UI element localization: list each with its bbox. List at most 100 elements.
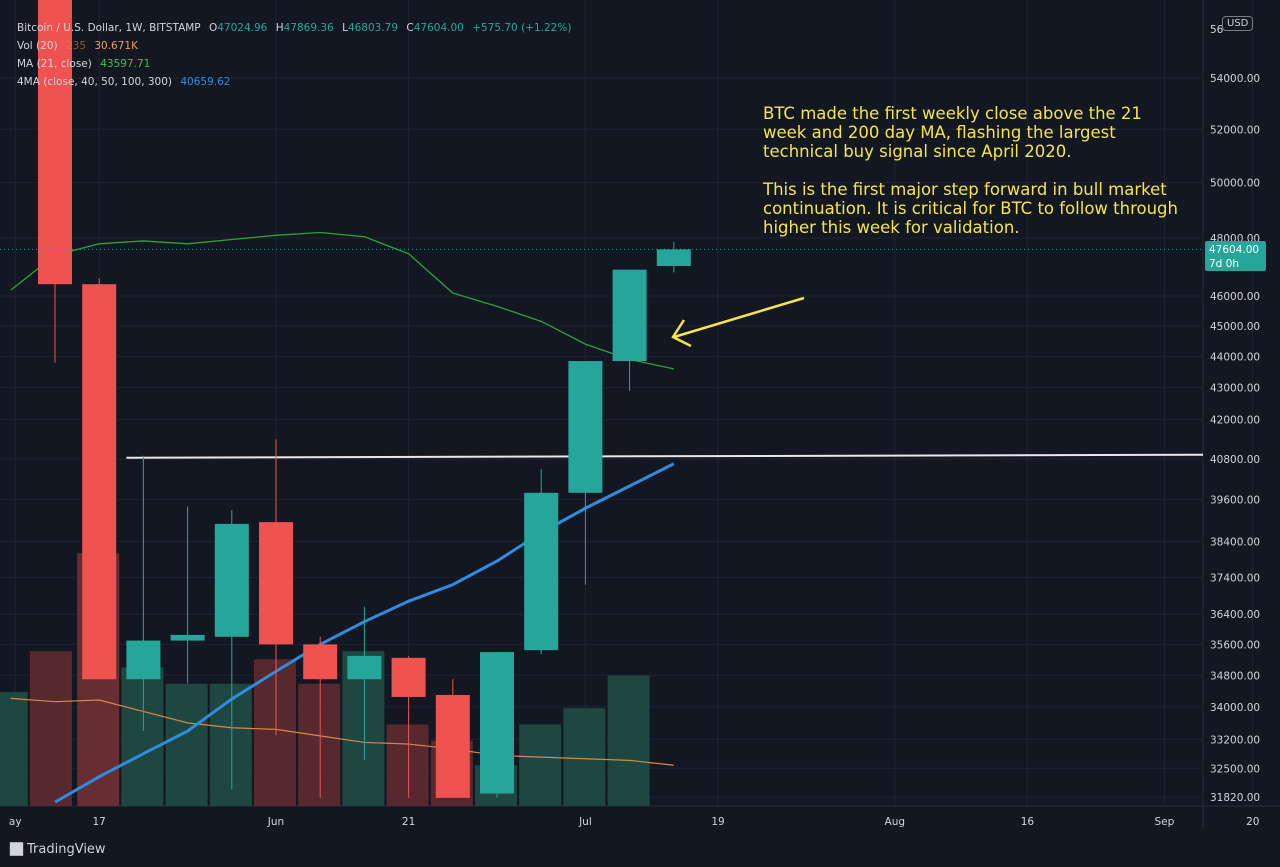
candle-body xyxy=(524,492,559,651)
x-tick-label: 20 xyxy=(1246,816,1259,828)
legend-l-value: 46803.79 xyxy=(347,22,399,34)
y-tick-label: 42000.00 xyxy=(1210,415,1260,427)
volume-bar xyxy=(165,683,208,806)
ma21-line xyxy=(10,231,674,370)
x-tick-label: Jun xyxy=(267,816,284,828)
legend-o-value: 47024.96 xyxy=(217,22,268,34)
volume-bar xyxy=(298,683,341,806)
x-tick-label: Sep xyxy=(1155,816,1175,828)
y-tick-label: 34000.00 xyxy=(1210,702,1260,714)
legend-h-value: 47869.36 xyxy=(283,22,334,34)
legend-symbol[interactable]: Bitcoin / U.S. Dollar, 1W, BITSTAMP xyxy=(17,22,201,34)
legend-l-label: L xyxy=(342,22,348,34)
candle-body xyxy=(170,634,205,641)
annotation-text: BTC made the first weekly close above th… xyxy=(763,104,1183,256)
y-tick-label: 34800.00 xyxy=(1210,670,1260,682)
legend-h-label: H xyxy=(275,22,284,34)
time-axis[interactable]: ay17Jun21Jul19Aug16Sep20Oct18Nov xyxy=(9,816,1280,828)
y-tick-label: 54000.00 xyxy=(1210,73,1260,85)
candle-body xyxy=(347,655,382,680)
footer-bar xyxy=(0,830,1280,867)
legend-o-label: O xyxy=(209,22,218,34)
resistance-line xyxy=(126,453,1204,459)
annotation-paragraph-2: This is the first major step forward in … xyxy=(763,180,1178,237)
y-tick-label: 50000.00 xyxy=(1210,178,1260,190)
volume-bar xyxy=(209,683,252,806)
tradingview-logo-icon: ⬛︎ xyxy=(10,842,24,857)
volume-ma-path xyxy=(10,697,674,766)
legend-4ma-row: 4MA (close, 40, 50, 100, 300) 40659.62 xyxy=(17,73,576,91)
annotation-paragraph-1: BTC made the first weekly close above th… xyxy=(763,104,1142,161)
candle-body xyxy=(38,0,72,285)
volume-bar xyxy=(386,724,429,806)
x-tick-label: Jul xyxy=(578,816,592,828)
legend-vol-label[interactable]: Vol (20) xyxy=(17,40,58,52)
volume-ma-line xyxy=(10,697,674,766)
currency-button[interactable]: USD xyxy=(1222,16,1254,31)
legend-ma-value: 43597.71 xyxy=(100,58,151,70)
volume-bar xyxy=(254,659,296,806)
candle-body xyxy=(612,269,647,362)
y-tick-label-partial: 56 xyxy=(1210,24,1224,36)
candle-body xyxy=(391,657,426,697)
legend-change: +575.70 (+1.22%) xyxy=(472,22,572,34)
candle-body xyxy=(303,644,338,680)
y-tick-label: 31820.00 xyxy=(1210,792,1260,804)
candle-body xyxy=(480,652,514,794)
y-tick-label: 36400.00 xyxy=(1210,609,1260,621)
candle-body xyxy=(259,522,293,645)
price-axis[interactable]: 31820.00 32500.00 33200.00 34000.00 34800.00… xyxy=(0,24,1260,804)
y-tick-label: 33200.00 xyxy=(1210,734,1260,746)
candle-body xyxy=(568,361,603,493)
last-price-label: 47604.00 7d 0h xyxy=(1205,241,1266,271)
y-tick-label: 46000.00 xyxy=(1210,291,1260,303)
volume-bar xyxy=(121,667,164,806)
x-tick-label: ay xyxy=(9,816,22,828)
candle-body xyxy=(82,284,117,680)
volume-bar xyxy=(519,724,562,806)
volume-bar xyxy=(29,651,72,806)
x-tick-label: 19 xyxy=(711,816,724,828)
resistance-segment xyxy=(126,453,1204,459)
volume-bar xyxy=(0,691,28,806)
y-tick-label: 32500.00 xyxy=(1210,763,1260,775)
arrow-shaft xyxy=(673,296,805,339)
volume-bar xyxy=(607,675,650,806)
arrow-head xyxy=(671,319,692,348)
y-tick-label: 40800.00 xyxy=(1210,454,1260,466)
y-tick-label: 37400.00 xyxy=(1210,572,1260,584)
legend-symbol-row: Bitcoin / U.S. Dollar, 1W, BITSTAMP O470… xyxy=(17,19,576,37)
candle-body xyxy=(435,694,470,798)
x-tick-label: 21 xyxy=(402,816,415,828)
legend-volume-row: Vol (20) 235 30.671K xyxy=(17,37,576,55)
y-tick-label: 35600.00 xyxy=(1210,639,1260,651)
bar-countdown: 7d 0h xyxy=(1209,258,1240,270)
tradingview-logo[interactable]: ⬛︎ TradingView xyxy=(10,842,106,857)
y-tick-label: 44000.00 xyxy=(1210,351,1260,363)
x-tick-label: 16 xyxy=(1021,816,1035,828)
legend-4ma-label[interactable]: 4MA (close, 40, 50, 100, 300) xyxy=(17,76,173,88)
legend-ma-label[interactable]: MA (21, close) xyxy=(17,58,92,70)
chart-legend: Bitcoin / U.S. Dollar, 1W, BITSTAMP O470… xyxy=(17,19,576,91)
y-tick-label: 52000.00 xyxy=(1210,124,1260,136)
last-price-value: 47604.00 xyxy=(1209,244,1260,256)
y-tick-label: 39600.00 xyxy=(1210,495,1260,507)
legend-ma-row: MA (21, close) 43597.71 xyxy=(17,55,576,73)
legend-c-label: C xyxy=(406,22,414,34)
candle-body xyxy=(656,249,691,267)
legend-c-value: 47604.00 xyxy=(413,22,464,34)
candle-body xyxy=(214,523,249,637)
y-tick-label: 43000.00 xyxy=(1210,383,1260,395)
volume-bar xyxy=(563,708,606,806)
tradingview-brand: TradingView xyxy=(27,842,106,857)
legend-vol-value2: 30.671K xyxy=(94,40,138,52)
y-tick-label: 45000.00 xyxy=(1210,321,1260,333)
x-tick-label: 17 xyxy=(93,816,106,828)
ma21-path xyxy=(10,231,674,370)
annotation-arrow xyxy=(671,296,805,348)
x-tick-label: Aug xyxy=(885,816,906,828)
legend-vol-value1: 235 xyxy=(65,40,86,52)
y-tick-label: 38400.00 xyxy=(1210,536,1260,548)
candlesticks xyxy=(38,0,691,798)
